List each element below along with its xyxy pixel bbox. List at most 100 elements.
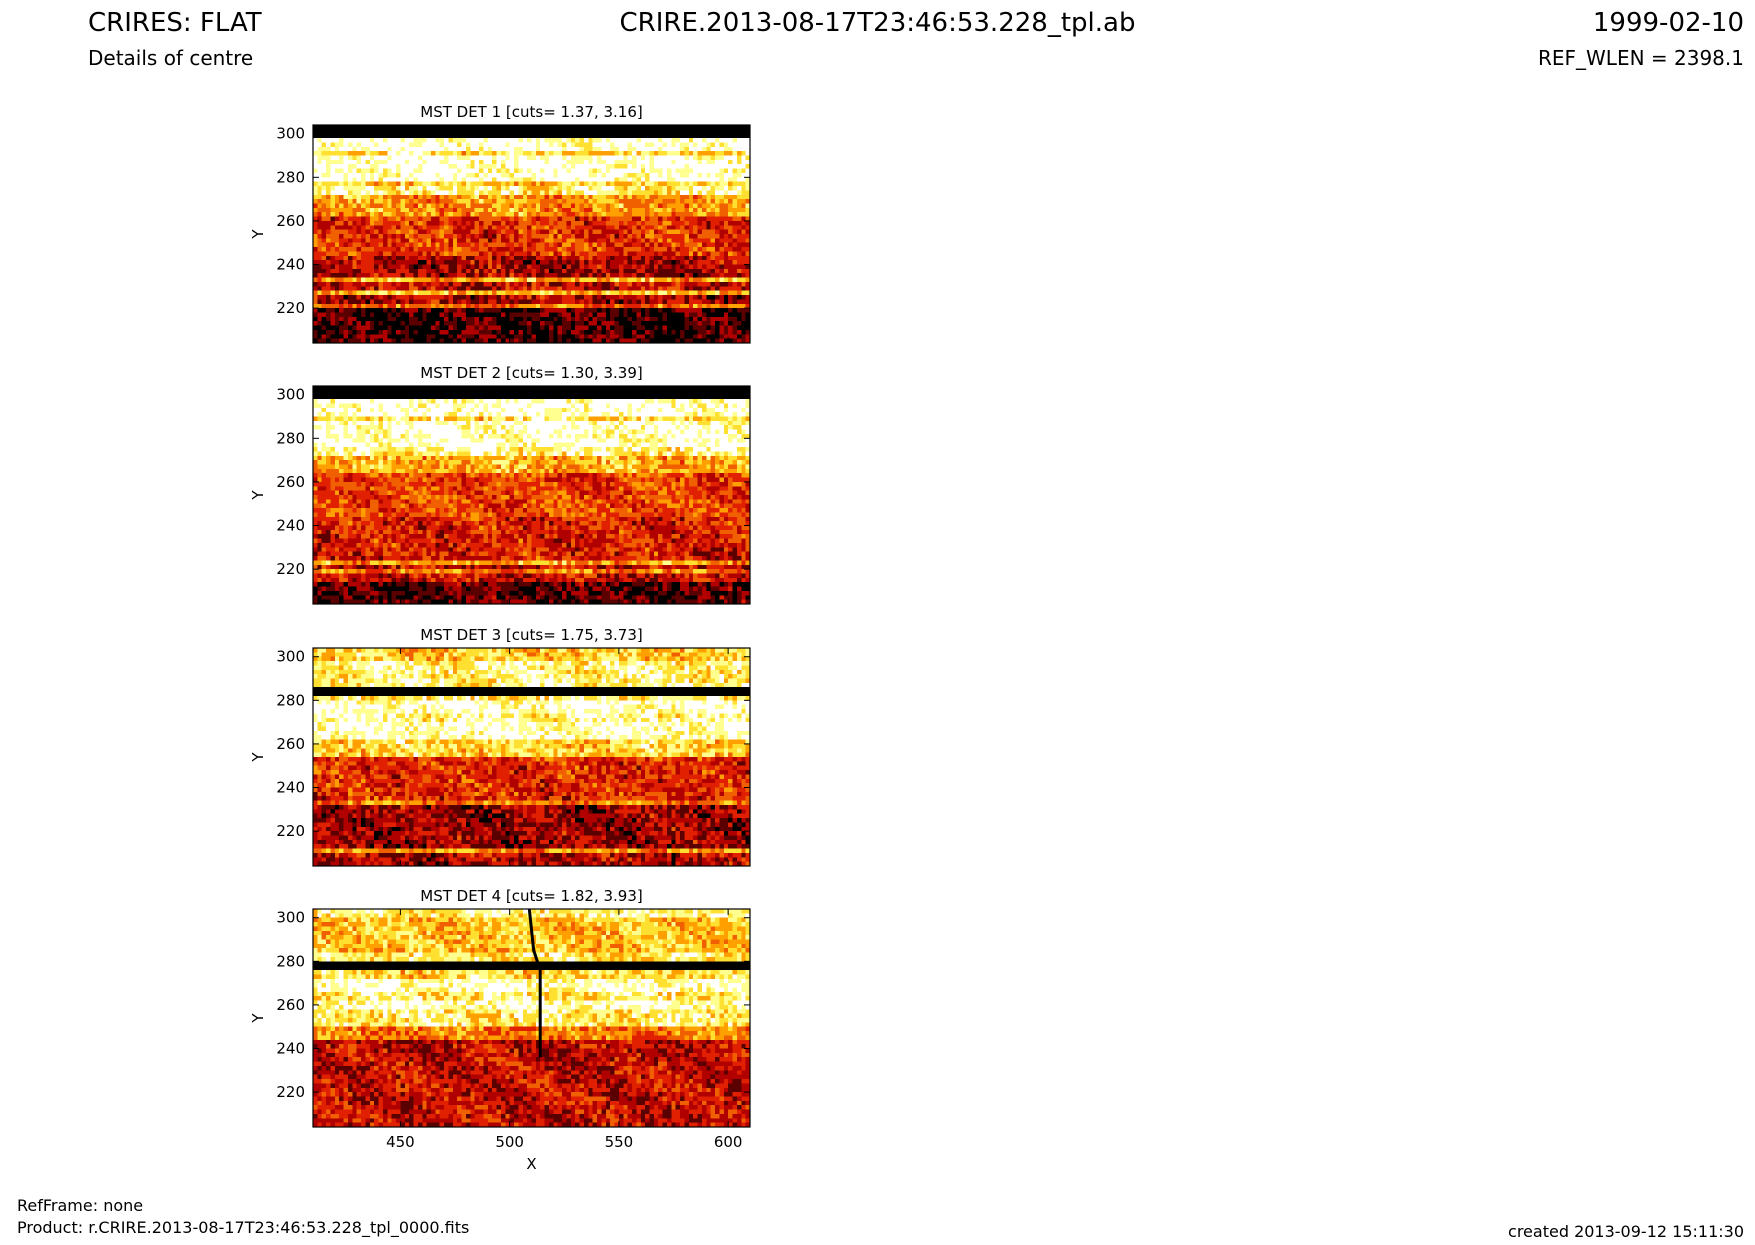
heatmap-cell — [391, 125, 397, 130]
heatmap-cell — [496, 177, 502, 183]
heatmap-cell — [623, 159, 629, 165]
heatmap-cell — [500, 207, 506, 213]
heatmap-cell — [557, 146, 563, 152]
heatmap-cell — [745, 168, 751, 174]
heatmap-cell — [741, 125, 747, 130]
heatmap-cell — [496, 238, 502, 244]
heatmap-cell — [527, 159, 532, 165]
heatmap-cell — [317, 199, 323, 204]
heatmap-cell — [457, 190, 462, 196]
heatmap-cell — [518, 264, 524, 270]
heatmap-cell — [514, 325, 519, 331]
heatmap-cell — [404, 164, 410, 169]
heatmap-cell — [435, 255, 441, 261]
heatmap-cell — [583, 129, 589, 135]
heatmap-cell — [636, 168, 642, 174]
heatmap-cell — [430, 181, 436, 187]
heatmap-cell — [605, 308, 611, 313]
heatmap-cell — [461, 172, 467, 178]
heatmap-cell — [317, 151, 323, 156]
heatmap-cell — [592, 255, 598, 261]
heatmap-cell — [706, 286, 712, 292]
heatmap-cell — [745, 186, 751, 191]
heatmap-cell — [339, 225, 344, 231]
heatmap-cell — [387, 281, 393, 287]
heatmap-cell — [588, 186, 594, 191]
heatmap-cell — [518, 172, 524, 178]
heatmap-cell — [640, 155, 646, 161]
heatmap-cell — [400, 299, 406, 305]
heatmap-cell — [732, 277, 738, 283]
heatmap-cell — [566, 316, 572, 322]
heatmap-cell — [492, 303, 497, 309]
heatmap-cell — [662, 308, 668, 313]
heatmap-cell — [404, 216, 410, 222]
heatmap-cell — [339, 203, 344, 209]
heatmap-cell — [723, 277, 729, 283]
heatmap-cell — [636, 225, 642, 231]
heatmap-cell — [736, 151, 742, 156]
heatmap-cell — [334, 321, 340, 326]
heatmap-cell — [684, 146, 690, 152]
heatmap-cell — [321, 264, 327, 270]
heatmap-cell — [653, 181, 659, 187]
heatmap-cell — [313, 286, 318, 292]
heatmap-cell — [500, 277, 506, 283]
heatmap-cell — [500, 159, 506, 165]
heatmap-cell — [313, 190, 318, 196]
heatmap-cell — [452, 286, 458, 292]
heatmap-cell — [509, 247, 515, 252]
heatmap-cell — [509, 151, 515, 156]
heatmap-cell — [409, 216, 414, 222]
heatmap-cell — [566, 321, 572, 326]
heatmap-cell — [483, 125, 489, 130]
heatmap-cell — [374, 260, 379, 265]
heatmap-cell — [583, 151, 589, 156]
heatmap-cell — [570, 177, 576, 183]
heatmap-cell — [409, 220, 414, 226]
heatmap-cell — [326, 194, 331, 200]
heatmap-cell — [343, 334, 349, 340]
heatmap-cell — [330, 268, 336, 274]
heatmap-cell — [706, 220, 712, 226]
heatmap-cell — [540, 268, 546, 274]
heatmap-cell — [483, 168, 489, 174]
heatmap-cell — [640, 286, 646, 292]
heatmap-cell — [535, 155, 541, 161]
heatmap-cell — [618, 199, 624, 204]
heatmap-cell — [505, 216, 511, 222]
heatmap-cell — [422, 295, 428, 300]
heatmap-cell — [693, 325, 698, 331]
heatmap-cell — [382, 247, 388, 252]
heatmap-cell — [317, 133, 323, 139]
heatmap-cell — [474, 273, 480, 278]
heatmap-cell — [640, 181, 646, 187]
heatmap-cell — [457, 281, 462, 287]
heatmap-cell — [505, 212, 511, 217]
heatmap-cell — [483, 312, 489, 318]
heatmap-cell — [448, 212, 454, 217]
heatmap-cell — [378, 229, 384, 235]
heatmap-cell — [653, 164, 659, 169]
heatmap-cell — [347, 159, 353, 165]
heatmap-cell — [326, 177, 331, 183]
heatmap-cell — [400, 142, 406, 148]
heatmap-cell — [579, 277, 585, 283]
heatmap-cell — [653, 146, 659, 152]
heatmap-cell — [387, 125, 393, 130]
heatmap-cell — [343, 264, 349, 270]
heatmap-cell — [317, 220, 323, 226]
heatmap-cell — [597, 186, 602, 191]
heatmap-cell — [343, 133, 349, 139]
heatmap-cell — [666, 199, 672, 204]
heatmap-cell — [474, 199, 480, 204]
heatmap-cell — [426, 225, 432, 231]
heatmap-cell — [610, 303, 615, 309]
heatmap-cell — [430, 159, 436, 165]
heatmap-cell — [500, 203, 506, 209]
heatmap-cell — [404, 299, 410, 305]
heatmap-cell — [496, 268, 502, 274]
heatmap-cell — [378, 159, 384, 165]
heatmap-cell — [566, 146, 572, 152]
heatmap-cell — [417, 312, 423, 318]
